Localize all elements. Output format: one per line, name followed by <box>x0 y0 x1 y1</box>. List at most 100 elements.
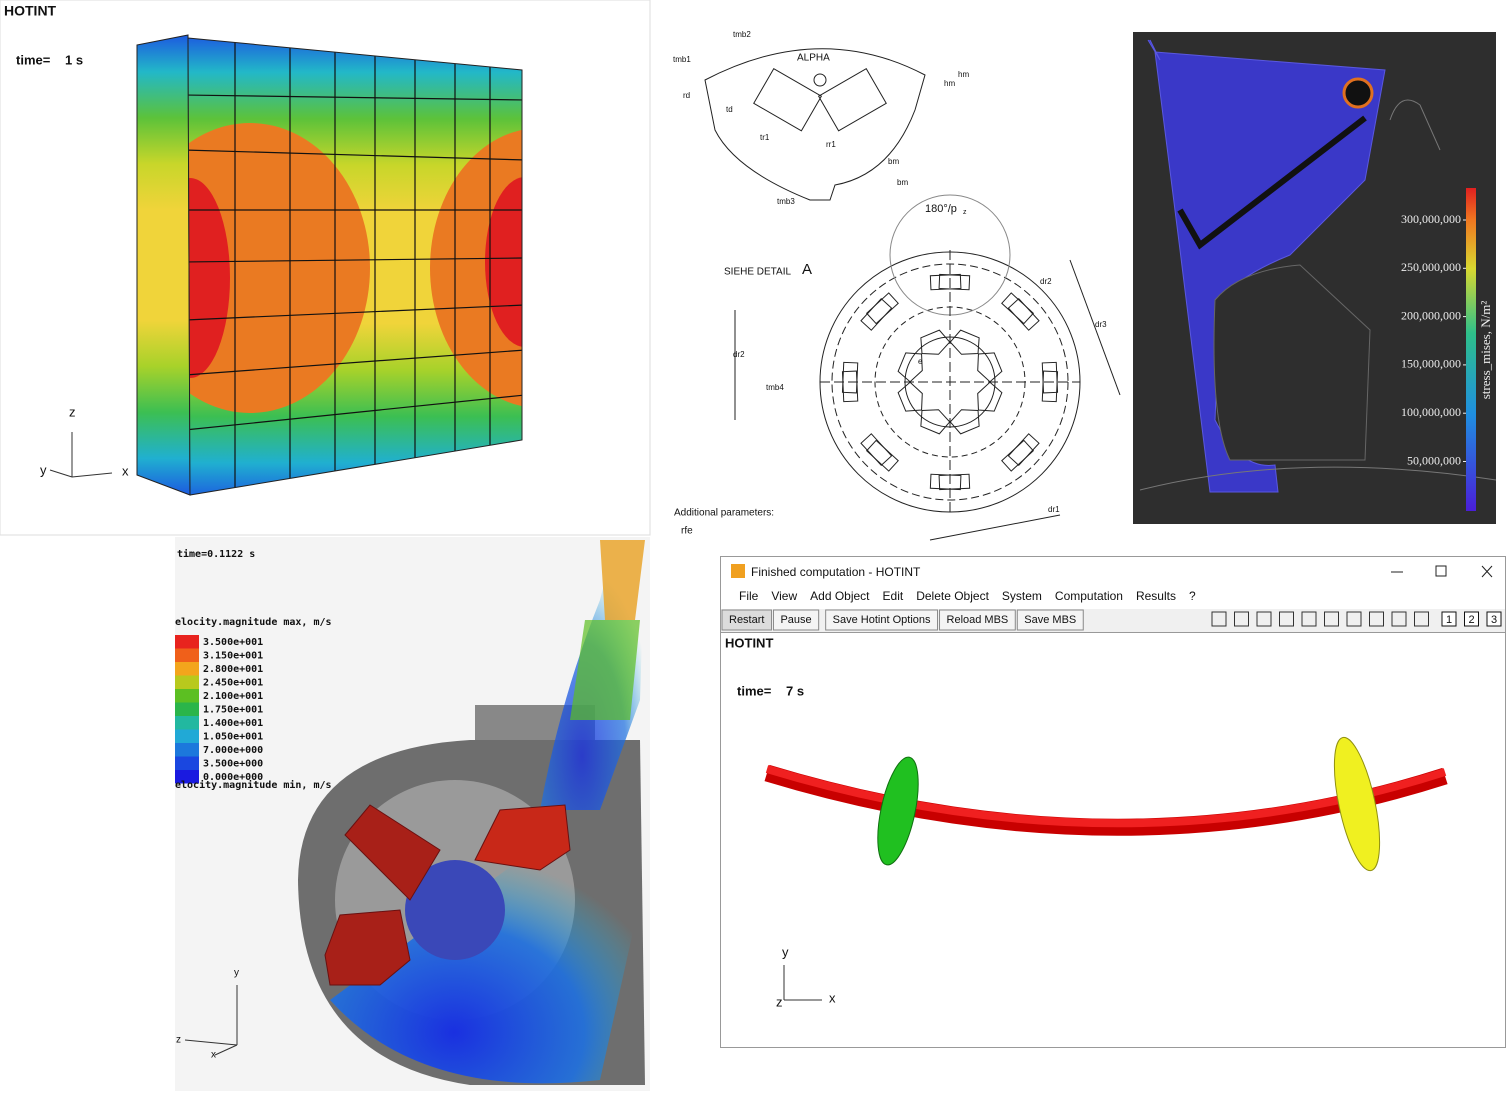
time: time=0.1122 s <box>177 548 255 560</box>
params-title: Additional parameters: <box>674 508 774 519</box>
dimension-label: e <box>918 357 923 366</box>
time-value: 7 s <box>786 683 804 698</box>
view-button[interactable] <box>1441 611 1457 627</box>
pocket <box>920 409 951 435</box>
toolbar-button-label: Save Hotint Options <box>833 614 931 626</box>
toolbar-button[interactable] <box>939 609 1016 631</box>
magnet <box>1001 292 1035 325</box>
tool-icon[interactable] <box>1414 611 1429 627</box>
view-button[interactable] <box>1486 611 1502 627</box>
dimension-label: dr3 <box>1095 320 1107 329</box>
axis-label: y <box>40 462 47 477</box>
magnet <box>1041 361 1059 394</box>
title: HOTINT <box>4 3 57 19</box>
tool-icon[interactable] <box>1346 611 1362 627</box>
legend-swatch <box>175 689 199 703</box>
legend-swatch <box>175 756 199 770</box>
pocket <box>949 409 980 435</box>
pocket <box>897 381 923 412</box>
axis-label: z <box>69 404 76 419</box>
legend-swatch <box>175 716 199 730</box>
fluid-panel <box>175 537 650 1091</box>
magnet <box>929 273 962 291</box>
menu-item[interactable]: Results <box>1136 589 1176 603</box>
dimension-label: tmb3 <box>777 197 795 206</box>
dimension-label: dr2 <box>1040 277 1052 286</box>
legend-swatch <box>175 702 199 716</box>
view-button-label: 1 <box>1446 614 1452 626</box>
magnet <box>865 439 899 472</box>
dimension-label: bm <box>888 157 899 166</box>
app-icon <box>731 564 745 578</box>
magnet <box>1007 297 1040 331</box>
max-zone <box>188 178 230 378</box>
menu-item[interactable]: System <box>1002 589 1042 603</box>
magnet <box>860 433 893 467</box>
tool-icon[interactable] <box>1256 611 1272 627</box>
tool-icon[interactable] <box>1279 611 1294 627</box>
toolbar-button[interactable] <box>825 609 939 631</box>
close[interactable] <box>1481 565 1493 578</box>
stress-mesh <box>1147 39 1386 493</box>
legend-swatch <box>175 770 199 784</box>
menu-item[interactable]: File <box>739 589 759 603</box>
magnet <box>860 297 893 331</box>
stress-panel <box>1133 32 1497 524</box>
disc-green <box>877 756 919 866</box>
tool-icon[interactable] <box>1324 611 1339 627</box>
tool-icon[interactable] <box>1211 611 1227 627</box>
drawing-label: z <box>963 209 967 216</box>
dimension-label: hm <box>944 79 955 88</box>
axis-label: z <box>176 1035 181 1046</box>
dimension-label: rr1 <box>826 140 836 149</box>
legend-swatch <box>175 648 199 662</box>
time-label: time= <box>16 52 51 67</box>
legend-swatch <box>175 635 199 649</box>
legend-label: 1.050e+001 <box>203 732 263 743</box>
dimension-label: tmb2 <box>733 30 751 39</box>
dimension-label: td <box>726 105 733 114</box>
tool-icon[interactable] <box>1369 611 1384 627</box>
legend-label: 7.000e+000 <box>203 745 263 756</box>
axis-label: z <box>776 994 783 1009</box>
menu-item[interactable]: View <box>771 589 797 603</box>
view-button[interactable] <box>1464 611 1479 627</box>
colorbar-tick: 300,000,000 <box>1401 212 1461 226</box>
menu-item[interactable]: Edit <box>883 589 904 603</box>
tool-icon[interactable] <box>1301 611 1317 627</box>
time-label: time= <box>737 683 772 698</box>
menu-item[interactable]: ? <box>1189 589 1196 603</box>
menu-item[interactable]: Add Object <box>810 589 870 603</box>
colorbar-tick: 50,000,000 <box>1407 453 1461 467</box>
legend-swatch <box>175 675 199 689</box>
param: rfe <box>681 526 693 537</box>
maximize[interactable] <box>1435 565 1447 577</box>
toolbar-button[interactable] <box>772 609 820 631</box>
magnet <box>865 292 899 325</box>
box-side <box>136 34 191 496</box>
menu-item[interactable]: Computation <box>1055 589 1123 603</box>
tool-icon[interactable] <box>1391 611 1407 627</box>
legend-swatch <box>175 662 199 676</box>
colorbar <box>1466 188 1476 511</box>
axis-label: x <box>211 1050 216 1061</box>
max-zone <box>485 177 522 347</box>
dimension-label: tmb4 <box>766 383 784 392</box>
magnet <box>1001 439 1035 472</box>
legend-label: 3.500e+001 <box>203 637 263 648</box>
legend-label: 3.500e+000 <box>203 759 263 770</box>
hot-zone <box>430 128 522 408</box>
menu-item[interactable]: Delete Object <box>916 589 989 603</box>
pocket <box>977 352 1003 383</box>
hotint-window <box>720 556 1506 1048</box>
legend-label: 2.800e+001 <box>203 664 263 675</box>
dimension-label: dr2 <box>733 350 745 359</box>
dimension-label: tr1 <box>760 133 770 142</box>
toolbar-button[interactable] <box>721 609 772 631</box>
axis-label: y <box>234 968 239 979</box>
toolbar-button[interactable] <box>1016 609 1084 631</box>
tool-icon[interactable] <box>1234 611 1249 627</box>
legend-swatch <box>175 743 199 757</box>
dimension-label: dr1 <box>1048 505 1060 514</box>
axis-label: y <box>782 944 789 959</box>
